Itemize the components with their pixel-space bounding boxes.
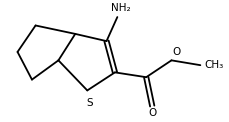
Text: O: O <box>172 47 180 57</box>
Text: NH₂: NH₂ <box>111 3 130 13</box>
Text: CH₃: CH₃ <box>204 60 223 70</box>
Text: O: O <box>147 108 156 118</box>
Text: S: S <box>86 98 93 108</box>
